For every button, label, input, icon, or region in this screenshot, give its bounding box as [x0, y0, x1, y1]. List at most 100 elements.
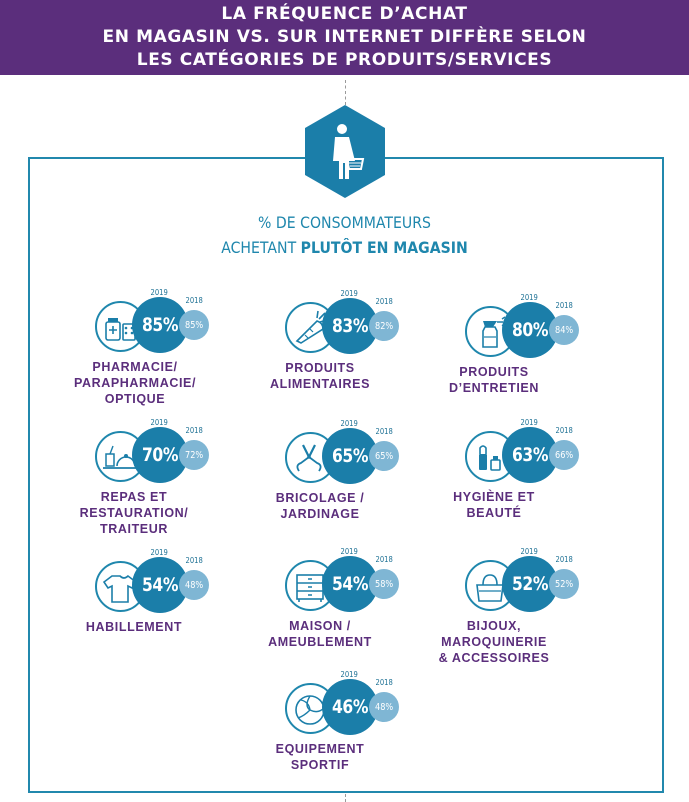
category-label-line: MAROQUINERIE — [441, 635, 547, 649]
category-label-line: & ACCESSOIRES — [438, 651, 550, 665]
header-title-line-3: LES CATÉGORIES DE PRODUITS/SERVICES — [136, 50, 553, 70]
subtitle-prefix: ACHETANT — [221, 238, 301, 257]
value-2018-bubble: 85% — [179, 310, 209, 340]
category-item: 63% 66% 2019 2018 HYGIÈNE ET BEAUTÉ — [453, 418, 665, 541]
year-2019-label: 2019 — [340, 547, 358, 556]
category-label-line: PARAPHARMACIE/ — [73, 376, 197, 390]
year-2018-label: 2018 — [555, 301, 573, 310]
value-2019-label: 52% — [511, 573, 549, 595]
year-2018-label: 2018 — [375, 678, 393, 687]
value-2019-label: 70% — [141, 444, 179, 466]
value-2018-bubble: 58% — [369, 569, 399, 599]
category-label: PHARMACIE/PARAPHARMACIE/OPTIQUE — [45, 359, 225, 407]
value-2019-bubble: 63% — [502, 427, 558, 483]
year-2018-label: 2018 — [185, 556, 203, 565]
category-label-line: PHARMACIE/ — [92, 360, 178, 374]
category-label-line: MAISON / — [289, 619, 351, 633]
value-2018-label: 66% — [554, 449, 574, 461]
category-label-line: D’ENTRETIEN — [449, 381, 539, 395]
category-label-line: AMEUBLEMENT — [268, 635, 372, 649]
value-2018-bubble: 84% — [549, 315, 579, 345]
year-2019-label: 2019 — [520, 547, 538, 556]
value-2019-bubble: 65% — [322, 428, 378, 484]
category-label-line: ALIMENTAIRES — [269, 377, 371, 391]
category-item: 54% 48% 2019 2018 HABILLEMENT — [86, 548, 295, 671]
category-label-line: OPTIQUE — [104, 392, 166, 406]
value-2018-bubble: 65% — [369, 441, 399, 471]
year-2018-label: 2018 — [185, 296, 203, 305]
category-item: 65% 65% 2019 2018 BRICOLAGE / JARDINAGE — [276, 419, 485, 542]
year-2019-label: 2019 — [340, 289, 358, 298]
category-label-line: TRAITEUR — [100, 522, 168, 536]
category-label: EQUIPEMENT SPORTIF — [230, 741, 410, 773]
header-title-line-2: EN MAGASIN VS. SUR INTERNET DIFFÈRE SELO… — [102, 27, 587, 47]
category-label-line: RESTAURATION/ — [79, 506, 189, 520]
year-2019-label: 2019 — [150, 418, 168, 427]
value-2019-label: 54% — [141, 574, 179, 596]
category-label-line: SPORTIF — [290, 758, 350, 772]
value-2019-label: 46% — [331, 696, 369, 718]
value-2018-bubble: 52% — [549, 569, 579, 599]
category-label-line: JARDINAGE — [280, 507, 360, 521]
value-2018-label: 65% — [374, 450, 394, 462]
subtitle-line-2: ACHETANT PLUTÔT EN MAGASIN — [41, 238, 647, 257]
year-2018-label: 2018 — [375, 297, 393, 306]
value-2018-bubble: 66% — [549, 440, 579, 470]
value-2018-label: 85% — [184, 319, 204, 331]
category-label-line: BIJOUX, — [466, 619, 522, 633]
category-label-line: REPAS ET — [100, 490, 168, 504]
category-label-line: HABILLEMENT — [85, 620, 183, 634]
top-connector — [345, 80, 346, 105]
category-item: 85% 85% 2019 2018 PHARMACIE/PARAPHARMACIE/OP… — [74, 288, 295, 411]
value-2018-label: 58% — [374, 578, 394, 590]
category-label: PRODUITS D’ENTRETIEN — [404, 364, 584, 396]
category-label: HABILLEMENT — [44, 619, 224, 635]
category-item: 52% 52% 2019 2018 BIJOUX, MAROQUINERIE & ACCES… — [439, 547, 665, 670]
value-2019-label: 63% — [511, 444, 549, 466]
year-2019-label: 2019 — [520, 418, 538, 427]
category-item: 70% 72% 2019 2018 REPAS ET RESTAURATION/TRAIT… — [80, 418, 295, 541]
value-2019-label: 85% — [141, 314, 179, 336]
value-2018-bubble: 48% — [369, 692, 399, 722]
year-2018-label: 2018 — [555, 555, 573, 564]
category-label: HYGIÈNE ET BEAUTÉ — [404, 489, 584, 521]
value-2019-bubble: 52% — [502, 556, 558, 612]
value-2019-bubble: 46% — [322, 679, 378, 735]
shopper-with-basket-icon — [303, 103, 387, 200]
category-label: MAISON / AMEUBLEMENT — [230, 618, 410, 650]
category-label-line: BEAUTÉ — [466, 506, 522, 520]
value-2019-bubble: 80% — [502, 302, 558, 358]
year-2019-label: 2019 — [150, 288, 168, 297]
subtitle-line-1: % DE CONSOMMATEURS — [258, 213, 431, 232]
category-item: 46% 48% 2019 2018 EQUIPEMENT SPORTIF — [276, 670, 485, 793]
category-label-line: HYGIÈNE ET — [453, 490, 535, 504]
value-2018-label: 52% — [554, 578, 574, 590]
category-label-line: BRICOLAGE / — [275, 491, 365, 505]
value-2018-label: 72% — [184, 449, 204, 461]
header-title-line-1: LA FRÉQUENCE D’ACHAT — [221, 4, 468, 24]
value-2018-label: 48% — [184, 579, 204, 591]
value-2018-bubble: 72% — [179, 440, 209, 470]
category-label: REPAS ET RESTAURATION/TRAITEUR — [44, 489, 224, 537]
year-2018-label: 2018 — [555, 426, 573, 435]
year-2019-label: 2019 — [340, 419, 358, 428]
category-label: PRODUITS ALIMENTAIRES — [230, 360, 410, 392]
value-2019-label: 80% — [511, 319, 549, 341]
category-label-line: PRODUITS — [459, 365, 529, 379]
value-2018-bubble: 82% — [369, 311, 399, 341]
subtitle-emphasis: PLUTÔT EN MAGASIN — [300, 238, 468, 257]
category-item: 83% 82% 2019 2018 PRODUITS ALIMENTAIRES — [270, 289, 485, 412]
value-2018-label: 82% — [374, 320, 394, 332]
year-2018-label: 2018 — [185, 426, 203, 435]
category-item: 54% 58% 2019 2018 MAISON / AMEUBLEMENT — [268, 547, 485, 670]
value-2019-bubble: 85% — [132, 297, 188, 353]
value-2019-label: 83% — [331, 315, 369, 337]
bottom-connector — [345, 794, 346, 802]
value-2019-bubble: 54% — [322, 556, 378, 612]
year-2019-label: 2019 — [520, 293, 538, 302]
value-2018-label: 84% — [554, 324, 574, 336]
category-label: BRICOLAGE / JARDINAGE — [230, 490, 410, 522]
year-2019-label: 2019 — [340, 670, 358, 679]
category-label: BIJOUX, MAROQUINERIE & ACCESSOIRES — [404, 618, 584, 666]
value-2019-bubble: 54% — [132, 557, 188, 613]
